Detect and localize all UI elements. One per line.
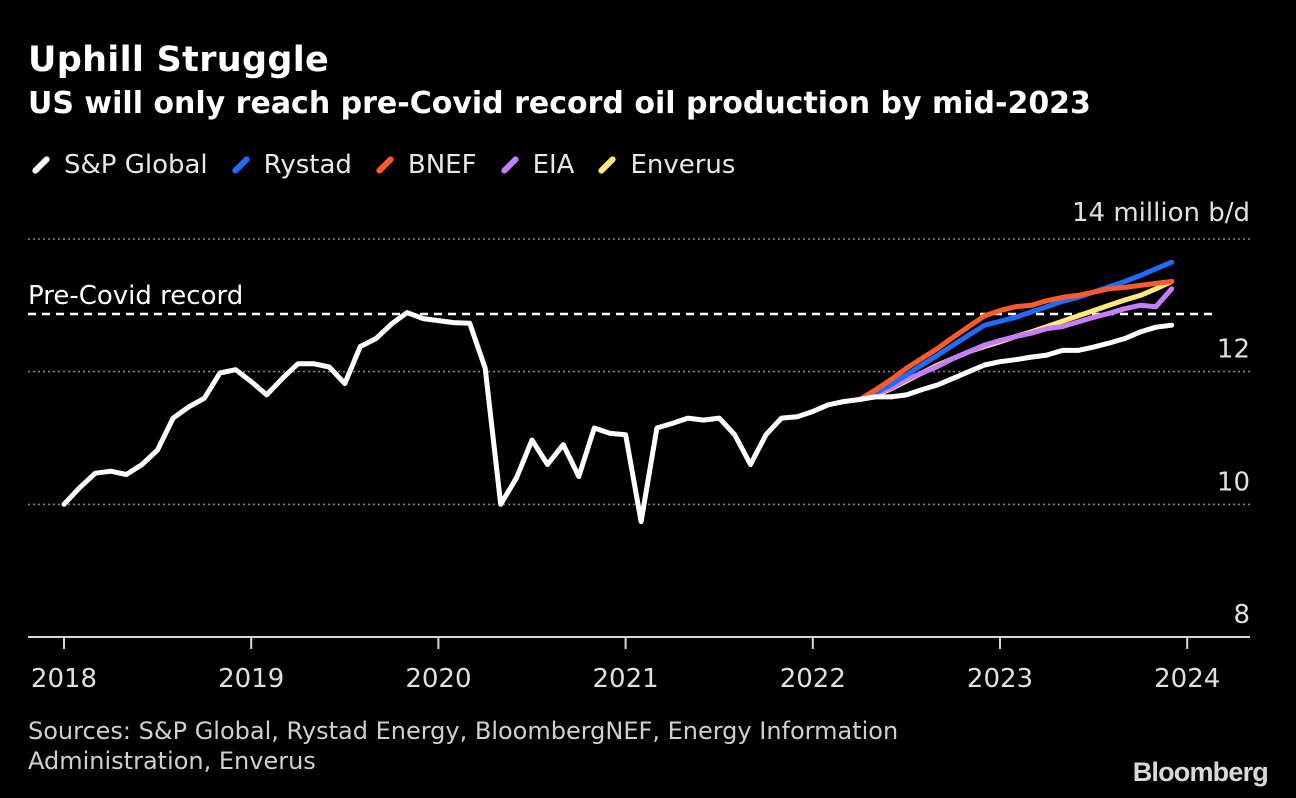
y-tick-label: 10 [1217, 467, 1250, 497]
x-tick-label: 2018 [31, 664, 97, 694]
x-tick-label: 2021 [593, 664, 659, 694]
legend-label: Rystad [263, 150, 352, 180]
legend-item-bnef: BNEF [372, 150, 477, 180]
x-tick-label: 2022 [780, 664, 846, 694]
sources-note: Sources: S&P Global, Rystad Energy, Bloo… [28, 717, 899, 775]
y-unit-label: 14 million b/d [1072, 198, 1250, 228]
legend-item-eia: EIA [497, 150, 575, 180]
legend-item-rystad: Rystad [228, 150, 352, 180]
y-tick-label: 12 [1217, 335, 1250, 365]
series-line-bnef [857, 279, 1175, 402]
legend-label: BNEF [407, 150, 477, 180]
series-line-eia [857, 286, 1175, 402]
x-tick-label: 2024 [1154, 664, 1220, 694]
legend-label: S&P Global [64, 150, 208, 180]
legend-label: EIA [532, 150, 575, 180]
legend-item-sp-global: S&P Global [28, 150, 208, 180]
y-tick-label: 8 [1233, 600, 1250, 630]
x-tick-label: 2019 [218, 664, 284, 694]
legend-item-enverus: Enverus [594, 150, 735, 180]
bloomberg-logo: Bloomberg [1132, 757, 1269, 787]
series-line-rystad [857, 259, 1175, 402]
x-tick-label: 2020 [405, 664, 471, 694]
reference-line-label: Pre-Covid record [28, 281, 243, 311]
legend-label: Enverus [630, 150, 736, 180]
chart-title: Uphill Struggle [28, 40, 330, 80]
chart-subtitle: US will only reach pre-Covid record oil … [28, 86, 1091, 121]
x-tick-label: 2023 [967, 664, 1033, 694]
legend: S&P Global Rystad BNEF EIA Enverus [28, 150, 755, 180]
series-line-s-p-global [61, 310, 1175, 525]
